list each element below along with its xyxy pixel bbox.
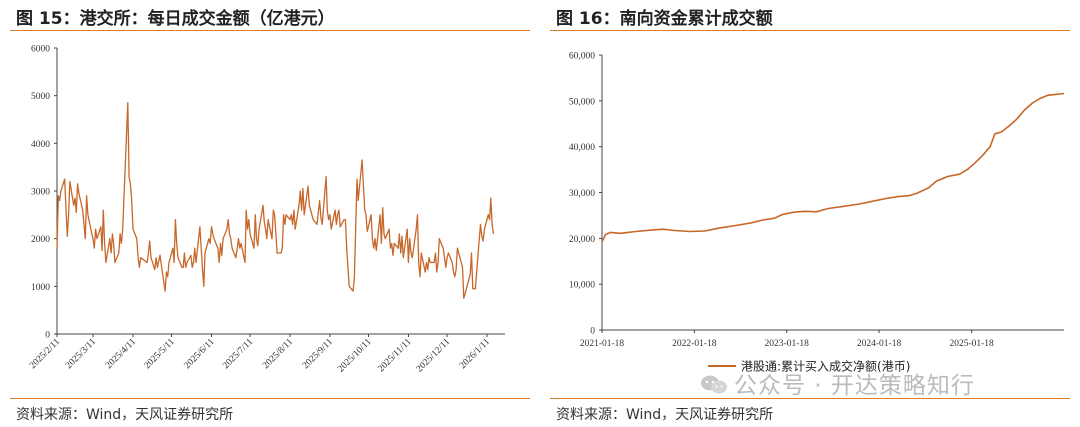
x-tick-label: 2023-01-18 — [765, 339, 810, 349]
x-tick-label: 2021-01-18 — [580, 339, 625, 349]
source-note: 资料来源：Wind，天风证券研究所 — [16, 407, 234, 423]
title-divider — [10, 30, 530, 31]
wechat-icon — [701, 375, 727, 394]
source-divider — [550, 398, 1070, 399]
watermark-text: 公众号 · 开达策略知行 — [734, 373, 975, 399]
y-tick-label: 0 — [590, 327, 595, 337]
title-divider — [550, 30, 1070, 31]
chart-title: 图 15：港交所：每日成交金额（亿港元） — [16, 9, 335, 29]
x-tick-label: 2025/2/11 — [28, 337, 62, 371]
x-tick-label: 2025/6/11 — [183, 337, 217, 371]
x-tick-label: 2025/8/11 — [261, 337, 295, 371]
x-tick-label: 2025/5/11 — [143, 337, 177, 371]
y-tick-label: 6000 — [31, 45, 50, 55]
x-tick-label: 2025/7/11 — [221, 337, 255, 371]
chart-title: 图 16：南向资金累计成交额 — [556, 9, 773, 29]
x-tick-label: 2026/1/11 — [458, 337, 492, 371]
x-tick-label: 2025-01-18 — [949, 339, 994, 349]
x-tick-label: 2025/3/11 — [64, 337, 98, 371]
x-tick-label: 2024-01-18 — [857, 339, 902, 349]
y-tick-label: 30,000 — [569, 189, 595, 199]
source-divider — [10, 398, 530, 399]
y-tick-label: 4000 — [31, 140, 50, 150]
line-chart-southbound-cumulative: 0 10,000 20,000 30,000 40,000 50,000 60,000 202… — [569, 52, 1065, 374]
source-note: 资料来源：Wind，天风证券研究所 — [556, 407, 774, 423]
x-tick-label: 2025/11/11 — [376, 337, 413, 374]
y-tick-label: 60,000 — [569, 52, 595, 62]
y-tick-label: 40,000 — [569, 143, 595, 153]
series-line-southbound — [601, 92, 1065, 243]
y-tick-label: 20,000 — [569, 235, 595, 245]
x-tick-label: 2025/4/11 — [104, 337, 138, 371]
series-line-daily-turnover — [56, 102, 495, 299]
chart-panel-hkex-turnover: 图 15：港交所：每日成交金额（亿港元） 0 1000 2000 3000 4000 50… — [10, 9, 530, 423]
chart-panel-southbound-cumulative: 图 16：南向资金累计成交额 0 10,000 20,000 30,000 40,000… — [540, 0, 1080, 427]
x-tick-label: 2025/12/11 — [415, 337, 453, 375]
y-tick-label: 10,000 — [569, 281, 595, 291]
y-tick-label: 1000 — [31, 283, 50, 293]
line-chart-hkex-turnover: 0 1000 2000 3000 4000 5000 6000 2025/2/11 2025/3… — [28, 45, 505, 375]
x-tick-label: 2025/10/11 — [336, 337, 374, 375]
x-tick-label: 2025/9/11 — [301, 337, 335, 371]
y-tick-label: 0 — [45, 331, 50, 341]
y-tick-label: 2000 — [31, 235, 50, 245]
y-tick-label: 3000 — [31, 188, 50, 198]
y-tick-label: 5000 — [31, 92, 50, 102]
watermark: 公众号 · 开达策略知行 — [700, 366, 975, 400]
legend-label: 港股通:累计买入成交净额(港币) — [741, 359, 910, 374]
x-tick-label: 2022-01-18 — [672, 339, 717, 349]
y-tick-label: 50,000 — [569, 97, 595, 107]
